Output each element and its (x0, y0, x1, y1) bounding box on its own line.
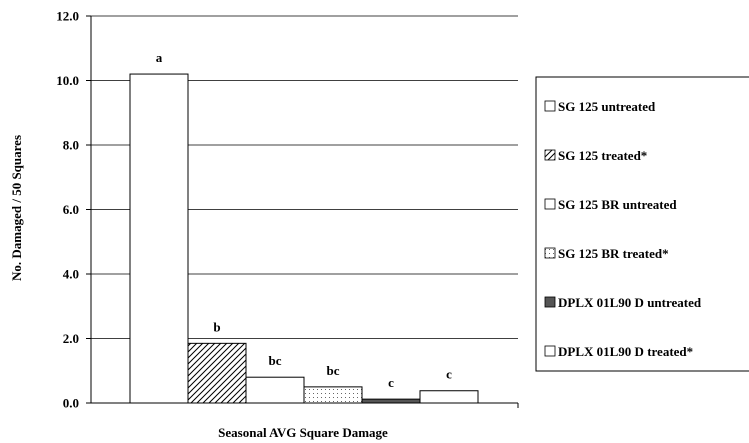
bars (130, 74, 478, 403)
legend-swatch (545, 150, 555, 160)
legend-entry: DPLX 01L90 D untreated (558, 295, 702, 310)
y-tick-label: 8.0 (63, 138, 79, 153)
y-axis-label: No. Damaged / 50 Squares (9, 135, 24, 281)
y-tick-label: 2.0 (63, 331, 79, 346)
bar-6 (420, 391, 478, 403)
legend: SG 125 untreated SG 125 treated* SG 125 BR… (536, 77, 749, 371)
bar-5 (362, 399, 420, 403)
legend-swatch (545, 199, 555, 209)
bar-significance-label: c (388, 375, 394, 390)
bar-significance-label: bc (269, 353, 282, 368)
legend-entry: SG 125 treated* (558, 148, 647, 163)
legend-entry: SG 125 BR untreated (558, 197, 677, 212)
legend-entry: SG 125 BR treated* (558, 246, 669, 261)
bar-3 (246, 377, 304, 403)
bar-significance-label: b (213, 319, 220, 334)
bar-significance-label: c (446, 367, 452, 382)
legend-swatch (545, 297, 555, 307)
bar-labels: a b bc bc c c (156, 50, 452, 390)
y-tick-label: 6.0 (63, 202, 79, 217)
x-axis-label: Seasonal AVG Square Damage (218, 425, 388, 440)
y-tick-label: 4.0 (63, 267, 79, 282)
y-tick-label: 10.0 (56, 73, 79, 88)
legend-swatch (545, 346, 555, 356)
bar-significance-label: bc (327, 363, 340, 378)
legend-entry: DPLX 01L90 D treated* (558, 344, 693, 359)
legend-box (536, 77, 749, 371)
legend-swatch (545, 248, 555, 258)
bar-2 (188, 343, 246, 403)
y-tick-label: 0.0 (63, 396, 79, 411)
bar-1 (130, 74, 188, 403)
legend-swatch (545, 101, 555, 111)
bar-significance-label: a (156, 50, 163, 65)
y-tick-labels: 0.0 2.0 4.0 6.0 8.0 10.0 12.0 (56, 9, 79, 411)
y-tick-label: 12.0 (56, 9, 79, 24)
bar-4 (304, 387, 362, 403)
legend-entry: SG 125 untreated (558, 99, 656, 114)
